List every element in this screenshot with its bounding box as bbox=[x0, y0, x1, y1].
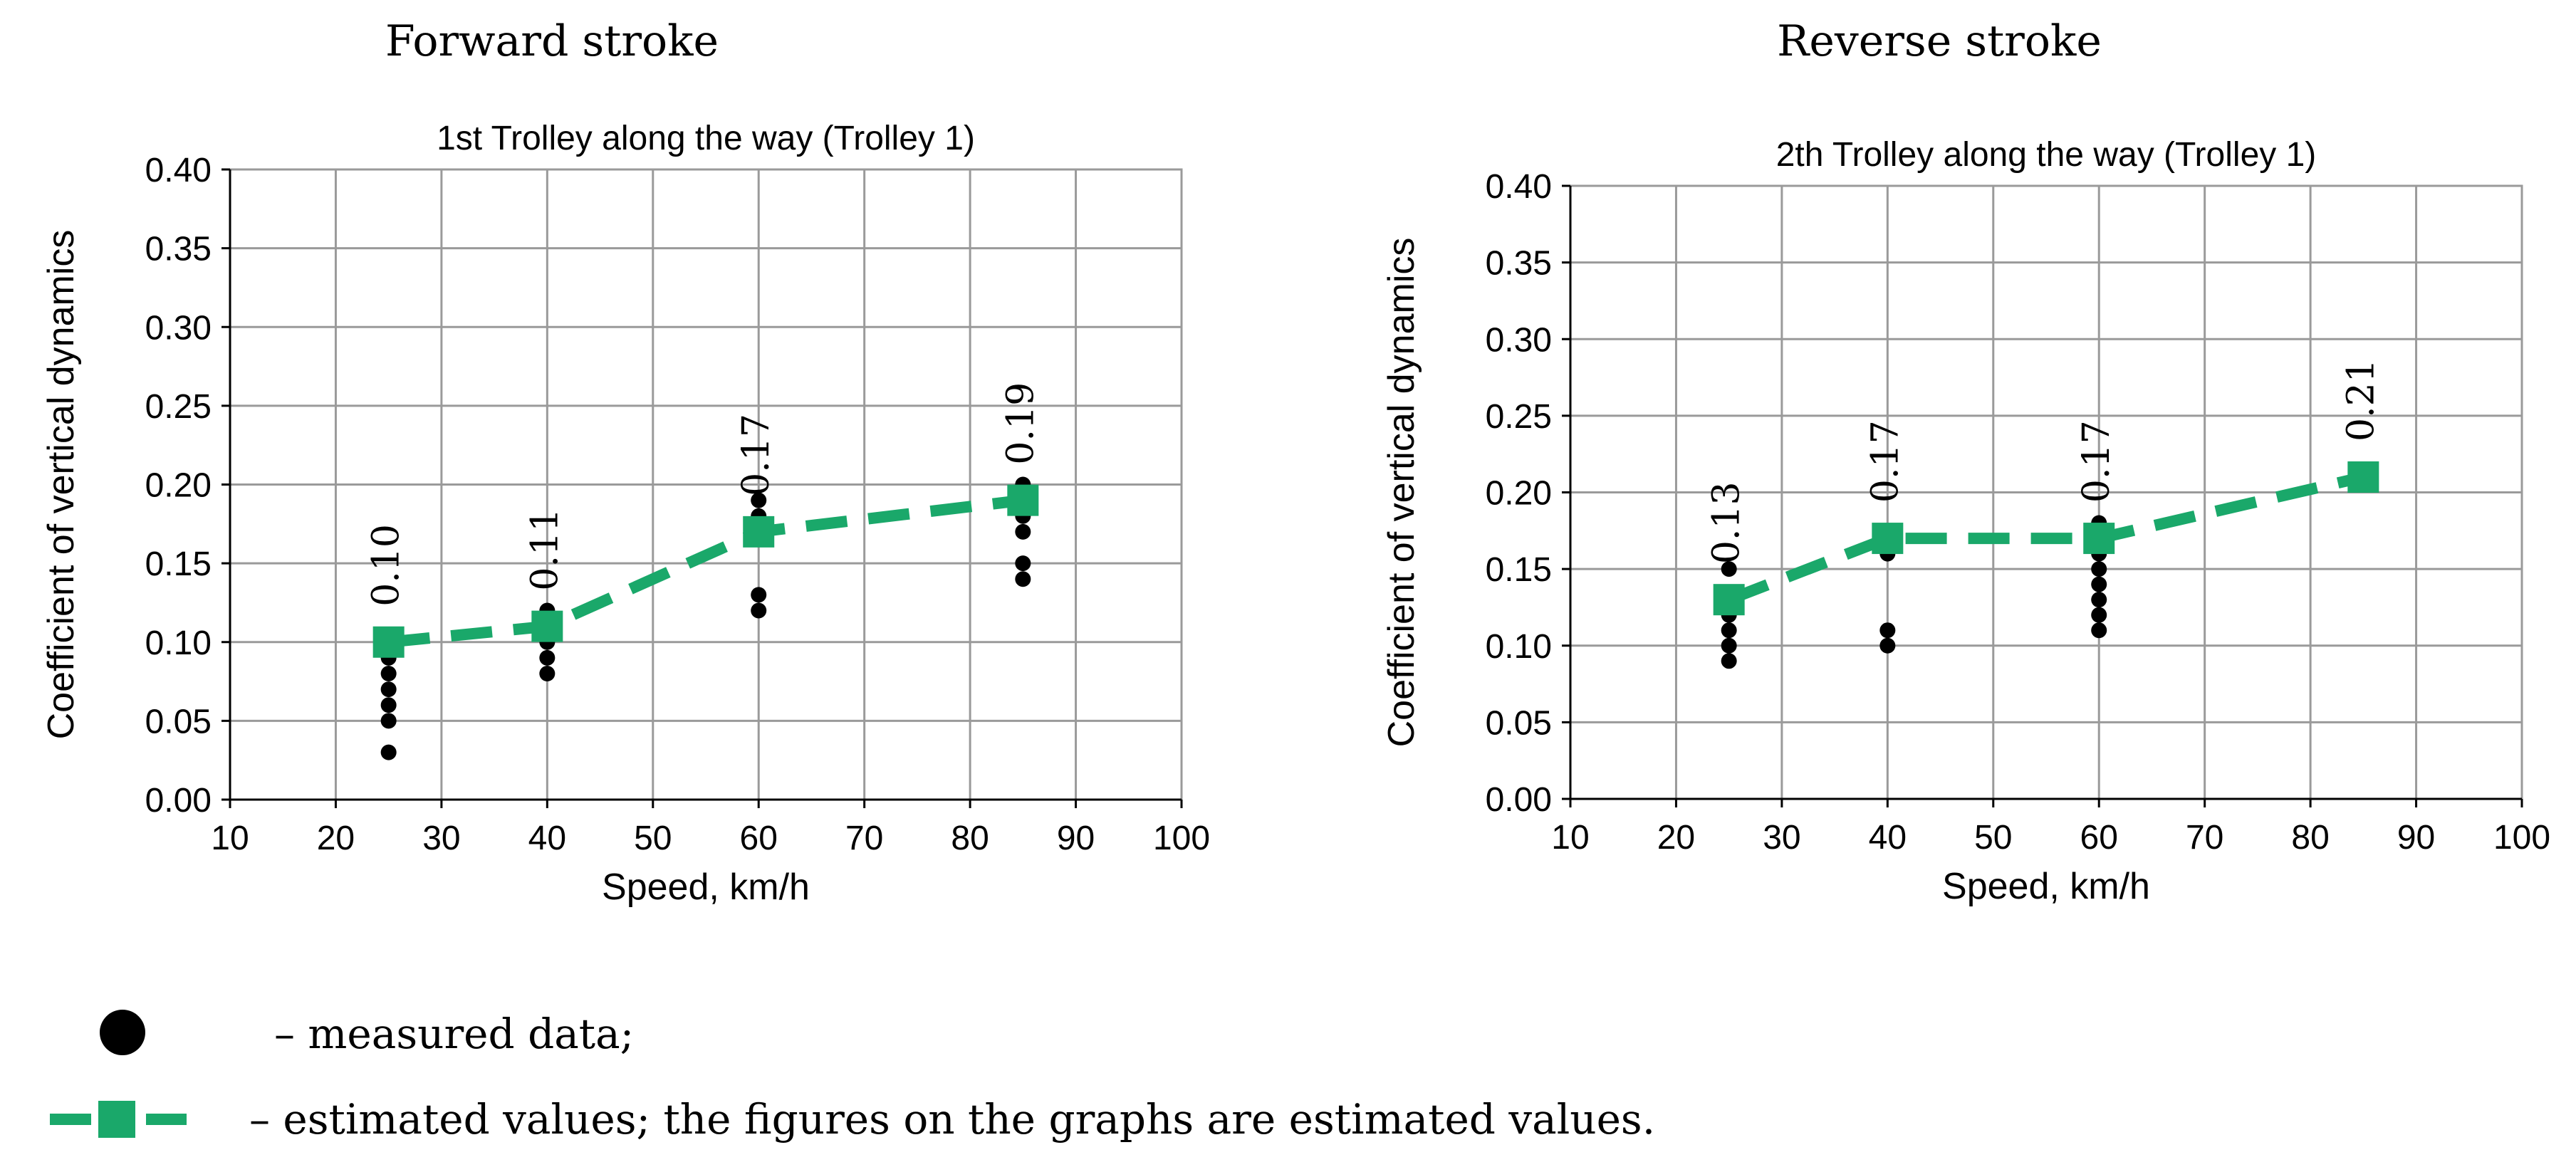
estimated-line bbox=[387, 494, 1024, 648]
estimated-value-label: 0.21 bbox=[2340, 359, 2382, 441]
estimated-value-label: 0.17 bbox=[735, 414, 778, 496]
forward-stroke-chart: 1st Trolley along the way (Trolley 1) 10 2… bbox=[41, 120, 1210, 908]
estimated-value-label: 0.13 bbox=[1706, 481, 1748, 564]
y-tick-label: 0.25 bbox=[1486, 398, 1552, 436]
measured-point bbox=[380, 713, 397, 729]
y-axis-label: Coefficient of vertical dynamics bbox=[41, 230, 82, 740]
x-tick-label: 50 bbox=[634, 820, 672, 857]
x-tick-label: 90 bbox=[2397, 819, 2435, 857]
measured-point bbox=[1721, 622, 1737, 639]
measured-point bbox=[1015, 571, 1031, 587]
measured-point bbox=[751, 587, 767, 603]
estimated-marker bbox=[2083, 523, 2115, 555]
measured-point bbox=[1721, 561, 1737, 577]
measured-point bbox=[380, 666, 397, 681]
measured-point bbox=[380, 681, 397, 698]
y-tick-label: 0.35 bbox=[145, 231, 212, 268]
x-tick-label: 40 bbox=[1869, 819, 1907, 857]
measured-point bbox=[1879, 622, 1896, 639]
x-tick-label: 100 bbox=[2493, 819, 2550, 857]
measured-point bbox=[2091, 561, 2107, 577]
y-tick-label: 0.20 bbox=[1486, 475, 1552, 513]
estimated-value-label: 0.11 bbox=[523, 508, 566, 591]
measured-point bbox=[2091, 622, 2107, 639]
legend: – measured data; – estimated values; the… bbox=[50, 1010, 1655, 1144]
x-axis-label: Speed, km/h bbox=[1942, 866, 2150, 907]
measured-point bbox=[380, 697, 397, 713]
x-tick-label: 80 bbox=[951, 820, 989, 857]
chart-title: 1st Trolley along the way (Trolley 1) bbox=[437, 120, 975, 157]
y-tick-label: 0.10 bbox=[1486, 628, 1552, 666]
measured-point bbox=[2091, 592, 2107, 608]
forward-stroke-header: Forward stroke bbox=[385, 16, 719, 66]
x-tick-label: 80 bbox=[2291, 819, 2329, 857]
y-tick-label: 0.40 bbox=[145, 152, 212, 189]
x-axis-label: Speed, km/h bbox=[602, 867, 810, 908]
x-tick-label: 100 bbox=[1153, 820, 1210, 857]
legend-measured-label: – measured data; bbox=[274, 1010, 634, 1058]
estimated-marker bbox=[743, 516, 775, 548]
x-tick-label: 30 bbox=[1763, 819, 1800, 857]
y-tick-label: 0.00 bbox=[145, 782, 212, 820]
measured-point bbox=[2091, 576, 2107, 592]
measured-point bbox=[751, 602, 767, 619]
y-tick-label: 0.15 bbox=[1486, 551, 1552, 589]
x-tick-label: 20 bbox=[317, 820, 355, 857]
y-tick-label: 0.20 bbox=[145, 467, 212, 505]
measured-point bbox=[751, 492, 767, 508]
y-axis-label: Coefficient of vertical dynamics bbox=[1381, 238, 1422, 748]
measured-point bbox=[539, 666, 556, 681]
measured-point bbox=[539, 649, 556, 666]
estimated-marker bbox=[372, 626, 405, 658]
y-tick-label: 0.00 bbox=[1486, 781, 1552, 819]
measured-point bbox=[380, 744, 397, 760]
estimated-marker bbox=[1007, 484, 1039, 516]
estimated-marker bbox=[1872, 523, 1904, 555]
measured-point bbox=[1721, 637, 1737, 654]
measured-point bbox=[1879, 637, 1896, 654]
y-tick-label: 0.05 bbox=[145, 703, 212, 741]
measured-point bbox=[2091, 607, 2107, 623]
y-tick-label: 0.05 bbox=[1486, 704, 1552, 742]
x-tick-label: 50 bbox=[1974, 819, 2012, 857]
y-tick-label: 0.30 bbox=[145, 309, 212, 347]
measured-point bbox=[1015, 523, 1031, 540]
legend-estimated-label: – estimated values; the figures on the g… bbox=[249, 1095, 1655, 1144]
estimated-value-label: 0.17 bbox=[2075, 420, 2118, 503]
x-tick-label: 70 bbox=[845, 820, 883, 857]
y-tick-label: 0.25 bbox=[145, 388, 212, 426]
estimated-value-label: 0.10 bbox=[365, 524, 408, 607]
reverse-stroke-header: Reverse stroke bbox=[1777, 16, 2102, 66]
x-tick-label: 10 bbox=[1551, 819, 1589, 857]
x-tick-label: 40 bbox=[528, 820, 566, 857]
estimated-marker bbox=[2347, 461, 2379, 493]
x-tick-label: 90 bbox=[1057, 820, 1095, 857]
measured-point bbox=[1721, 653, 1737, 669]
x-tick-label: 30 bbox=[422, 820, 460, 857]
legend-estimated-square bbox=[98, 1101, 135, 1138]
estimated-line bbox=[1726, 471, 2365, 605]
estimated-marker bbox=[531, 610, 563, 642]
chart-title: 2th Trolley along the way (Trolley 1) bbox=[1776, 136, 2317, 174]
estimated-marker bbox=[1713, 584, 1745, 616]
x-tick-label: 10 bbox=[211, 820, 249, 857]
legend-measured-marker bbox=[100, 1010, 145, 1055]
x-tick-label: 70 bbox=[2186, 819, 2223, 857]
y-tick-label: 0.15 bbox=[145, 545, 212, 583]
y-tick-label: 0.10 bbox=[145, 624, 212, 662]
y-tick-label: 0.40 bbox=[1486, 168, 1552, 206]
x-tick-label: 20 bbox=[1657, 819, 1695, 857]
y-tick-label: 0.35 bbox=[1486, 245, 1552, 283]
y-tick-label: 0.30 bbox=[1486, 321, 1552, 359]
reverse-stroke-chart: 2th Trolley along the way (Trolley 1) 10 2… bbox=[1381, 136, 2550, 907]
measured-point bbox=[1015, 555, 1031, 572]
estimated-value-label: 0.17 bbox=[1864, 420, 1907, 503]
estimated-value-label: 0.19 bbox=[999, 382, 1042, 465]
x-tick-label: 60 bbox=[2080, 819, 2118, 857]
x-tick-label: 60 bbox=[740, 820, 778, 857]
